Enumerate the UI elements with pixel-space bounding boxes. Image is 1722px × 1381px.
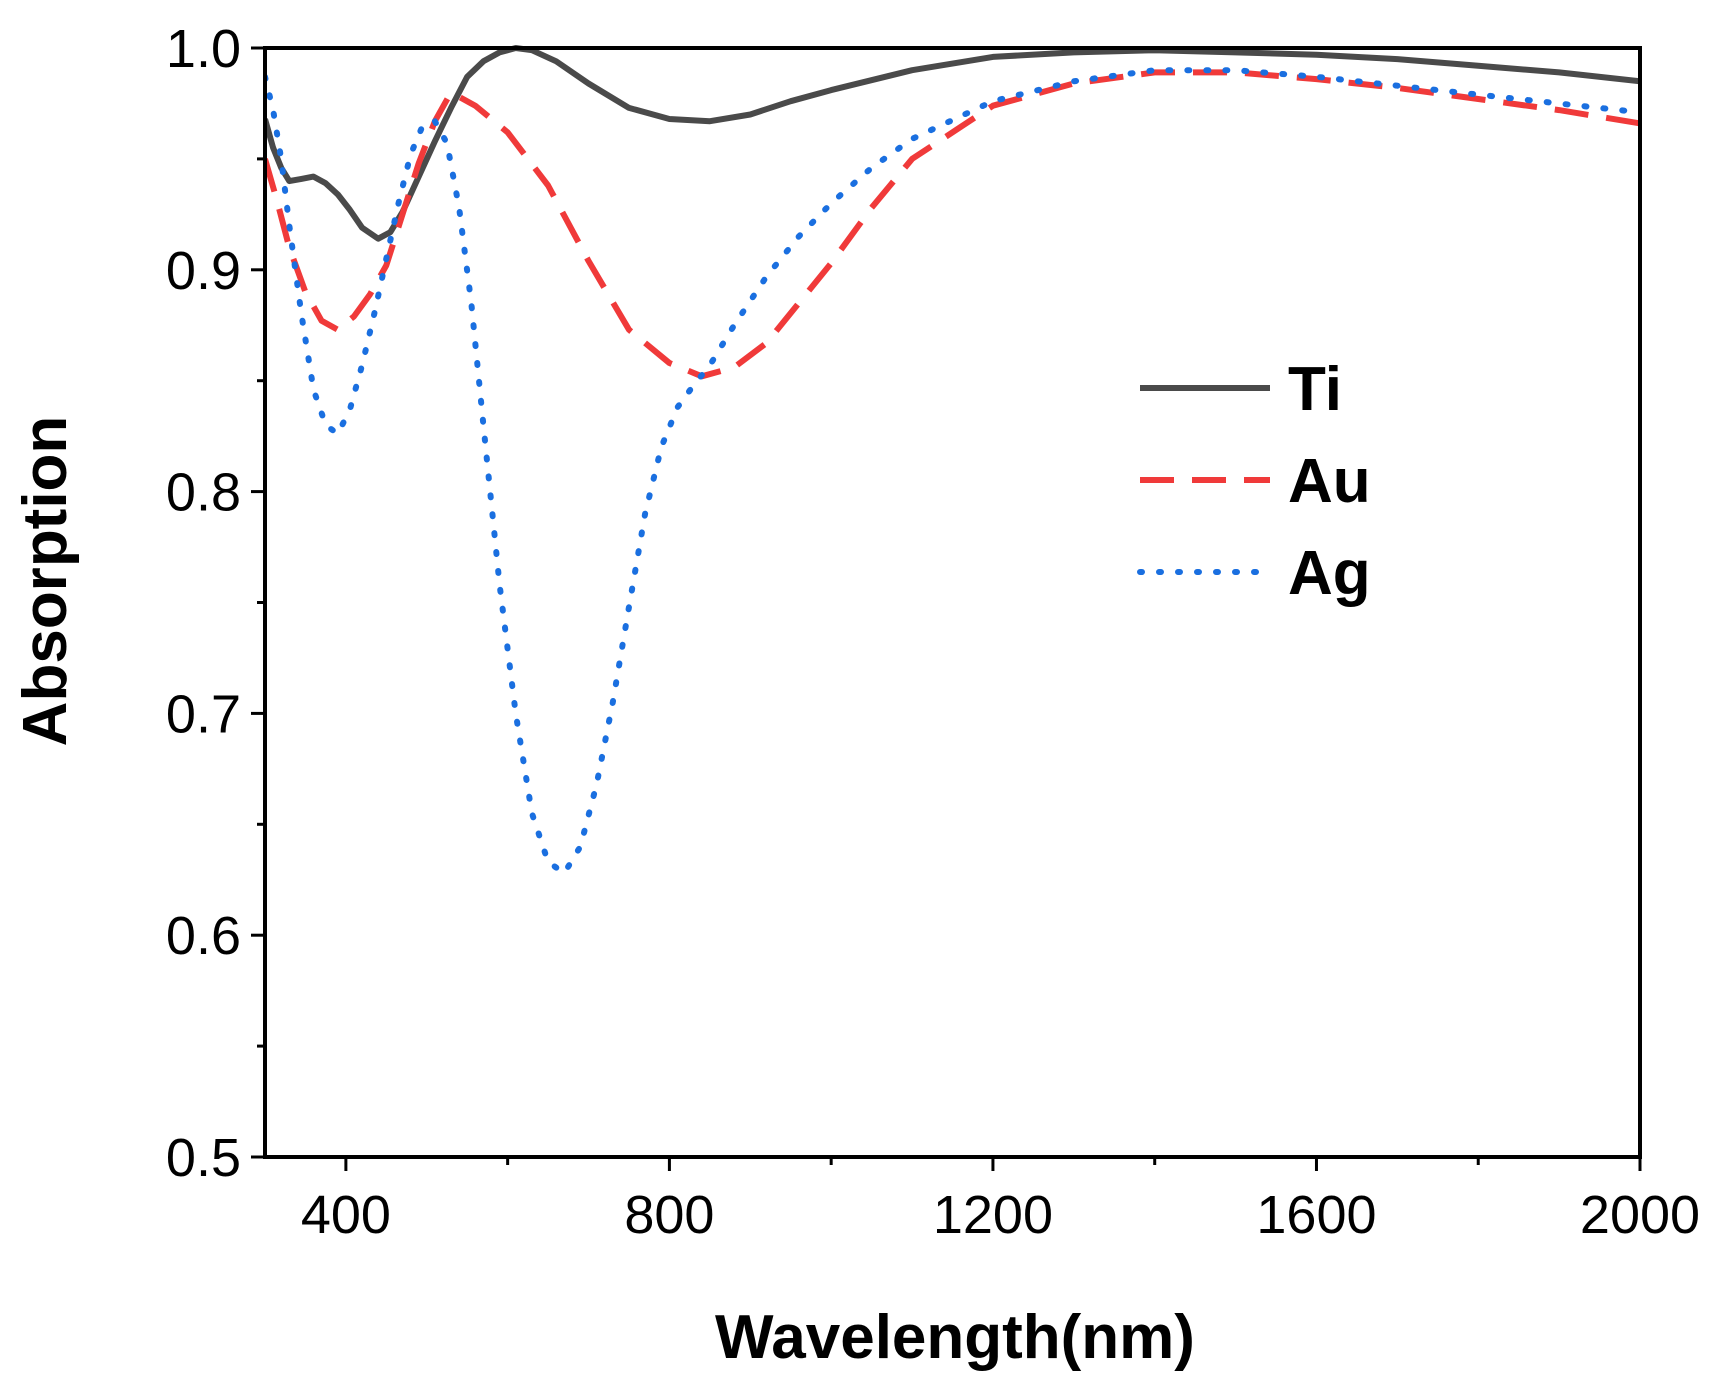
y-tick-label: 1.0 <box>166 19 241 79</box>
legend-label-ag: Ag <box>1288 539 1371 608</box>
x-tick-label: 2000 <box>1580 1185 1700 1245</box>
legend: Ti Au Ag <box>1137 355 1371 608</box>
y-tick-label: 0.8 <box>166 463 241 523</box>
y-axis-title: Absorption <box>11 416 80 747</box>
x-tick-label: 800 <box>624 1185 714 1245</box>
legend-label-ti: Ti <box>1288 355 1342 424</box>
x-axis-title: Wavelength(nm) <box>715 1303 1195 1372</box>
x-tick-label: 400 <box>301 1185 391 1245</box>
legend-label-au: Au <box>1288 447 1371 516</box>
series-line-ag <box>265 67 1640 877</box>
y-tick-label: 0.7 <box>166 684 241 744</box>
x-tick-label: 1200 <box>933 1185 1053 1245</box>
y-tick-labels: 0.5 0.6 0.7 0.8 0.9 1.0 <box>166 19 241 1188</box>
series-line-ti <box>265 45 1640 242</box>
data-series <box>265 45 1640 877</box>
series-line-au <box>265 69 1640 380</box>
x-tick-label: 1600 <box>1256 1185 1376 1245</box>
y-tick-label: 0.5 <box>166 1128 241 1188</box>
x-tick-labels: 400 800 1200 1600 2000 <box>301 1185 1700 1245</box>
y-tick-label: 0.9 <box>166 241 241 301</box>
plot-frame <box>263 46 1642 1159</box>
y-tick-label: 0.6 <box>166 906 241 966</box>
